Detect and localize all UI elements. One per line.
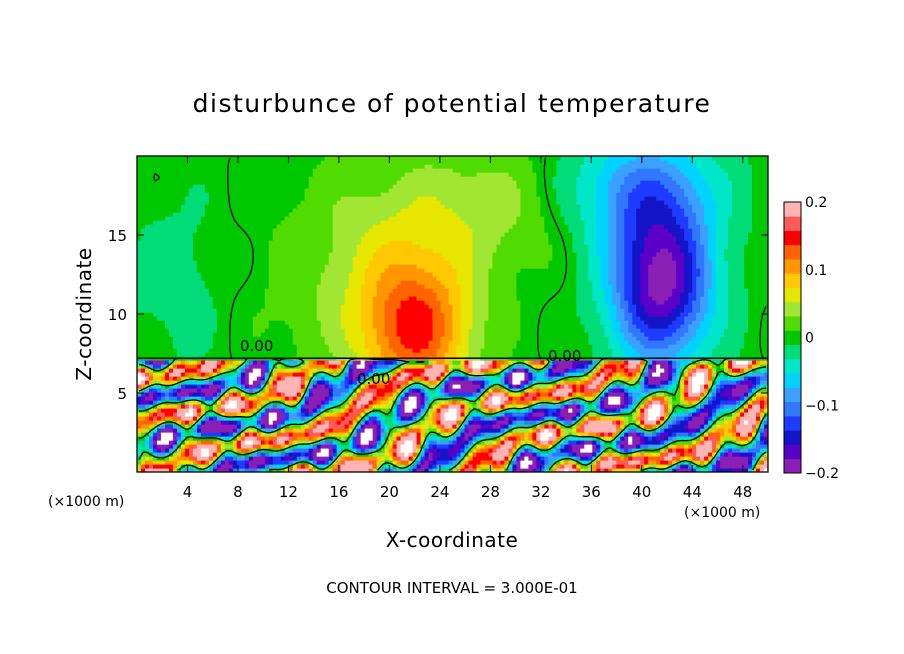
x-tick-label: 32 bbox=[531, 483, 550, 501]
x-axis-label: X-coordinate bbox=[386, 528, 519, 552]
x-tick-label: 36 bbox=[582, 483, 601, 501]
x-tick-label: 48 bbox=[733, 483, 752, 501]
x-unit-label: (×1000 m) bbox=[684, 505, 760, 521]
x-tick-label: 40 bbox=[632, 483, 651, 501]
x-tick-label: 16 bbox=[329, 483, 348, 501]
contour-zero-line bbox=[138, 157, 767, 471]
x-tick-label: 44 bbox=[683, 483, 702, 501]
y-axis-label: Z-coordinate bbox=[72, 247, 96, 380]
x-tick-label: 4 bbox=[183, 483, 193, 501]
contour-interval-note: CONTOUR INTERVAL = 3.000E-01 bbox=[326, 579, 577, 597]
x-tick-label: 8 bbox=[233, 483, 243, 501]
contour-lines bbox=[137, 157, 768, 471]
temperature-field bbox=[137, 156, 768, 472]
colorbar-swatch bbox=[784, 216, 801, 231]
y-unit-label: (×1000 m) bbox=[48, 494, 124, 510]
colorbar-swatch bbox=[784, 344, 801, 360]
x-axis: 4 8 12 16 20 24 28 32 36 40 44 48 bbox=[183, 156, 752, 501]
y-axis: 5 10 15 bbox=[108, 227, 768, 403]
colorbar-tick-label: 0.1 bbox=[805, 263, 827, 279]
colorbar-swatch bbox=[784, 230, 801, 246]
colorbar-frame bbox=[783, 201, 802, 474]
x-tick-label: 28 bbox=[481, 483, 500, 501]
y-tick-label: 15 bbox=[108, 227, 127, 245]
chart-title: disturbunce of potential temperature bbox=[193, 89, 712, 118]
colorbar-swatch bbox=[784, 458, 801, 474]
contour-label: 0.00 bbox=[357, 370, 390, 388]
colorbar-swatch bbox=[784, 430, 801, 445]
colorbar-swatch bbox=[784, 301, 801, 317]
colorbar-tick-label: −0.2 bbox=[805, 466, 839, 482]
x-tick-label: 20 bbox=[380, 483, 399, 501]
colorbar-swatch bbox=[784, 415, 801, 431]
y-tick-label: 5 bbox=[117, 385, 127, 403]
colorbar-swatch bbox=[784, 373, 801, 388]
colorbar-swatch bbox=[784, 259, 801, 274]
colorbar-tick-label: −0.1 bbox=[805, 398, 839, 414]
x-tick-label: 12 bbox=[279, 483, 298, 501]
contour-label: 0.00 bbox=[240, 337, 273, 355]
colorbar-swatch bbox=[784, 273, 801, 288]
colorbar-swatch bbox=[784, 287, 801, 303]
colorbar-swatch bbox=[784, 387, 801, 403]
colorbar-swatch bbox=[784, 401, 801, 417]
colorbar-tick-label: 0 bbox=[805, 331, 814, 347]
colorbar-swatch bbox=[784, 202, 801, 217]
colorbar-swatch bbox=[784, 244, 801, 260]
colorbar: 0.2 0.1 0 −0.1 −0.2 bbox=[783, 195, 839, 482]
x-tick-label: 24 bbox=[430, 483, 449, 501]
colorbar-swatch bbox=[784, 316, 801, 331]
colorbar-swatch bbox=[784, 358, 801, 374]
colorbar-swatch bbox=[784, 330, 801, 346]
contour-labels: 0.00 0.00 0.00 bbox=[240, 337, 581, 388]
y-tick-label: 10 bbox=[108, 306, 127, 324]
colorbar-tick-label: 0.2 bbox=[805, 195, 827, 211]
colorbar-swatch bbox=[784, 444, 801, 460]
contour-label: 0.00 bbox=[548, 347, 581, 365]
